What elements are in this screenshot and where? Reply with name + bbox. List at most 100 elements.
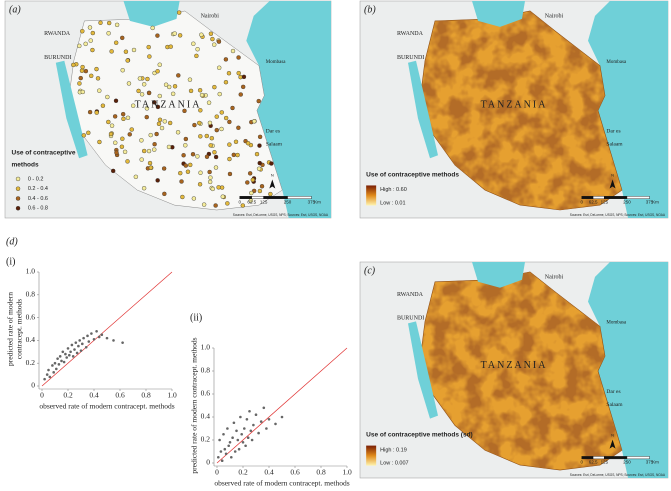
survey-point	[162, 119, 167, 124]
survey-point	[106, 20, 112, 26]
point	[274, 422, 277, 426]
survey-point	[191, 41, 196, 46]
survey-point	[172, 84, 178, 89]
place-label: BURUNDI	[397, 316, 424, 322]
survey-point	[79, 68, 85, 73]
place-label: Dar es	[606, 128, 620, 134]
place-label: Dar es	[266, 128, 280, 134]
point	[228, 441, 232, 444]
scale-segment	[592, 456, 605, 460]
survey-point	[191, 196, 197, 201]
y-tick-label: 0.4	[201, 412, 211, 421]
survey-point	[121, 116, 126, 122]
survey-point	[208, 31, 214, 36]
survey-point	[145, 76, 150, 82]
north-label: N	[611, 433, 614, 438]
survey-point	[125, 58, 130, 63]
survey-point	[155, 33, 160, 38]
survey-point	[88, 38, 93, 43]
point	[82, 336, 85, 340]
survey-point	[230, 48, 236, 54]
survey-point	[126, 81, 132, 86]
survey-point	[207, 169, 212, 175]
point	[243, 427, 246, 430]
survey-point	[155, 178, 160, 183]
sea	[588, 1, 668, 218]
survey-point	[217, 91, 222, 97]
legend-ramp	[366, 445, 377, 466]
survey-point	[194, 53, 199, 59]
survey-point	[204, 154, 210, 159]
survey-point	[198, 108, 203, 113]
survey-point	[144, 106, 150, 111]
x-tick-label: 0.2	[63, 391, 73, 400]
point	[233, 450, 237, 453]
y-tick-label: 0.8	[26, 290, 36, 299]
survey-point	[112, 114, 118, 119]
place-label: Mombasa	[606, 60, 627, 65]
legend-low: Low : 0.007	[380, 460, 408, 466]
x-tick-label: 0.6	[115, 391, 125, 400]
survey-point	[256, 98, 261, 104]
survey-point	[183, 143, 188, 148]
map-source: Sources: Esri, DeLorme, USGS, NPS; Sourc…	[570, 213, 666, 217]
point	[43, 377, 46, 381]
lake	[472, 262, 525, 288]
legend-title: Use of contraceptive methods (sd)	[366, 432, 473, 439]
place-label: Mombasa	[266, 60, 287, 65]
point	[232, 421, 236, 425]
point	[81, 342, 84, 346]
survey-point	[150, 25, 155, 31]
survey-point	[90, 47, 95, 53]
place-label: BURUNDI	[44, 55, 71, 61]
point	[246, 436, 250, 440]
place-label: TANZANIA	[135, 99, 202, 110]
point	[57, 363, 61, 366]
survey-point	[190, 152, 196, 157]
survey-point	[141, 82, 147, 87]
lake	[472, 1, 525, 27]
point	[222, 432, 225, 436]
survey-point	[178, 170, 183, 176]
y-tick-label: 0.4	[26, 335, 36, 344]
survey-point	[137, 76, 143, 81]
survey-point	[131, 47, 137, 53]
survey-point	[154, 131, 159, 137]
legend-title: Use of contraceptive	[12, 150, 76, 157]
point	[244, 444, 247, 448]
scale-label: 250	[623, 460, 631, 465]
survey-point	[257, 134, 263, 140]
survey-point	[161, 166, 167, 171]
survey-point	[120, 111, 126, 117]
survey-point	[80, 89, 85, 95]
x-tick-label: 0.8	[316, 468, 326, 477]
survey-point	[81, 133, 86, 138]
survey-point	[236, 70, 241, 76]
survey-point	[159, 125, 165, 131]
scale-label: 125	[260, 199, 268, 204]
survey-point	[245, 180, 250, 185]
y-tick-label: 0.6	[26, 312, 36, 321]
point	[45, 373, 49, 376]
place-label: RWANDA	[397, 292, 424, 298]
legend-low: Low : 0.01	[380, 200, 405, 206]
point	[219, 450, 223, 453]
survey-point	[129, 127, 134, 132]
survey-point	[207, 120, 213, 126]
legend-high: High : 0.19	[380, 447, 407, 453]
survey-point	[78, 75, 83, 81]
survey-point	[214, 127, 219, 133]
survey-point	[97, 88, 102, 93]
point	[86, 334, 89, 338]
survey-point	[252, 119, 257, 124]
survey-point	[197, 88, 203, 93]
survey-point	[197, 120, 202, 126]
survey-point	[77, 43, 82, 49]
legend-swatch	[15, 206, 21, 211]
point	[262, 406, 266, 410]
survey-point	[223, 79, 229, 85]
survey-point	[209, 135, 215, 141]
point	[239, 415, 242, 419]
x-tick-label: 0.8	[141, 391, 151, 400]
survey-point	[269, 161, 274, 166]
